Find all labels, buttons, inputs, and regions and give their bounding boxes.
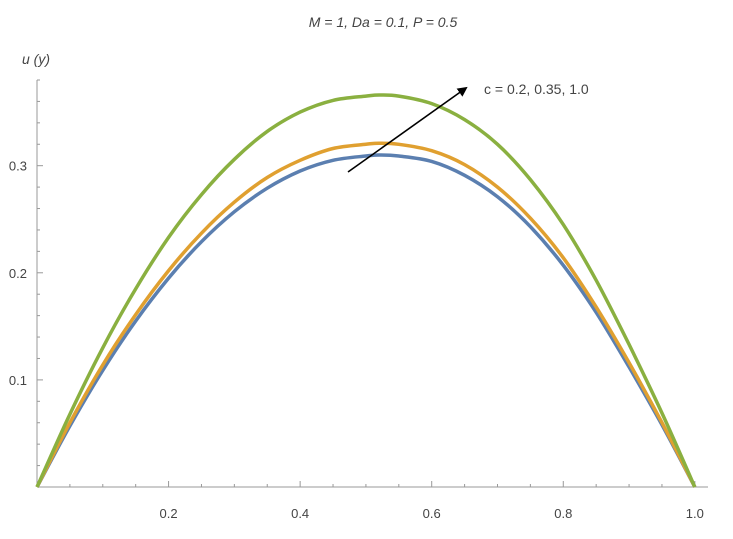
chart-title: M = 1, Da = 0.1, P = 0.5 xyxy=(309,14,458,30)
y-axis-label: u (y) xyxy=(22,51,50,67)
annotation-group: c = 0.2, 0.35, 1.0 xyxy=(347,81,589,173)
x-tick-label: 0.4 xyxy=(291,506,309,521)
x-tick-label: 0.6 xyxy=(423,506,441,521)
y-tick-label: 0.2 xyxy=(9,266,27,281)
x-tick-label: 0.8 xyxy=(554,506,572,521)
series-line-1 xyxy=(35,153,697,488)
y-tick-label: 0.3 xyxy=(9,159,27,174)
ticks: 0.2 0.4 0.6 0.8 1.0 0.1 0.2 0.3 xyxy=(9,79,704,521)
annotation-arrow xyxy=(347,86,468,173)
y-tick-label: 0.1 xyxy=(9,373,27,388)
series-group xyxy=(35,93,697,488)
annotation-label: c = 0.2, 0.35, 1.0 xyxy=(484,81,589,97)
series-line-2 xyxy=(35,141,697,488)
x-tick-label: 1.0 xyxy=(686,506,704,521)
x-tick-label: 0.2 xyxy=(160,506,178,521)
series-line-3 xyxy=(35,93,697,488)
